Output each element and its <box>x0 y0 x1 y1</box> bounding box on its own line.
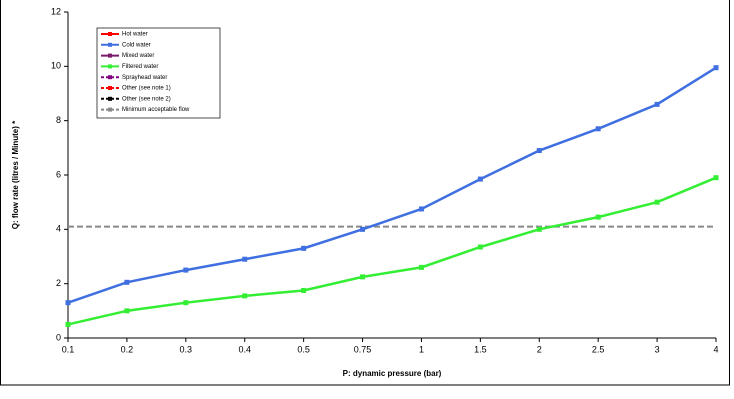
x-tick-label: 0.3 <box>180 344 193 354</box>
point-marker <box>654 199 660 205</box>
x-tick-label: 3 <box>655 344 660 354</box>
point-marker <box>301 245 307 251</box>
legend-label: Filtered water <box>122 64 158 70</box>
point-marker <box>65 321 71 327</box>
x-tick-label: 1 <box>419 344 424 354</box>
legend-label: Other (see note 2) <box>122 96 171 102</box>
x-tick-label: 0.75 <box>354 344 372 354</box>
series-line <box>67 66 717 304</box>
legend-label: Hot water <box>122 32 148 38</box>
point-marker <box>477 176 483 182</box>
point-marker <box>242 256 248 262</box>
point-marker <box>183 267 189 273</box>
point-marker <box>65 300 71 306</box>
series-line <box>67 176 717 326</box>
x-tick-label: 0.2 <box>121 344 134 354</box>
legend-marker <box>108 64 112 69</box>
point-marker <box>477 244 483 250</box>
point-marker <box>713 175 719 181</box>
point-marker <box>124 279 130 285</box>
point-marker <box>713 65 719 71</box>
legend-marker <box>108 96 112 101</box>
x-tick-label: 0.4 <box>238 344 251 354</box>
point-marker <box>360 226 366 232</box>
x-tick-label: 2 <box>537 344 542 354</box>
y-tick-label: 0 <box>56 332 61 342</box>
legend-label: Other (see note 1) <box>122 86 171 92</box>
x-tick-label: 2.5 <box>592 344 605 354</box>
y-tick-label: 2 <box>56 278 61 288</box>
y-tick-label: 12 <box>51 6 61 16</box>
y-tick-label: 6 <box>56 169 61 179</box>
point-marker <box>124 308 130 314</box>
point-marker <box>183 300 189 306</box>
point-marker <box>654 101 660 107</box>
legend-marker <box>108 42 112 47</box>
y-tick-label: 4 <box>56 224 61 234</box>
x-tick-label: 0.1 <box>62 344 75 354</box>
legend-marker <box>108 32 112 36</box>
legend-marker <box>108 75 112 80</box>
y-tick-label: 10 <box>51 61 61 71</box>
legend-label: Sprayhead water <box>122 75 167 81</box>
x-axis-label: P: dynamic pressure (bar) <box>343 369 442 378</box>
legend-marker <box>108 53 112 58</box>
point-marker <box>301 287 307 293</box>
point-marker <box>595 214 601 220</box>
x-tick-label: 0.5 <box>297 344 310 354</box>
point-marker <box>418 206 424 212</box>
point-marker <box>360 274 366 280</box>
legend-label: Cold water <box>122 42 151 48</box>
point-marker <box>595 126 601 132</box>
frame <box>0 0 730 386</box>
x-tick-label: 4 <box>713 344 718 354</box>
point-marker <box>536 148 542 154</box>
point-marker <box>242 293 248 299</box>
x-tick-label: 1.5 <box>474 344 487 354</box>
point-marker <box>418 264 424 270</box>
y-axis-label: Q: flow rate (litres / Minute) * <box>11 120 20 229</box>
legend-box <box>96 27 221 119</box>
point-marker <box>536 226 542 232</box>
legend-label: Minimum acceptable flow <box>122 107 190 113</box>
y-tick-label: 8 <box>56 115 61 125</box>
legend-marker <box>108 107 112 112</box>
legend-marker <box>108 86 112 90</box>
legend-label: Mixed water <box>122 53 154 59</box>
